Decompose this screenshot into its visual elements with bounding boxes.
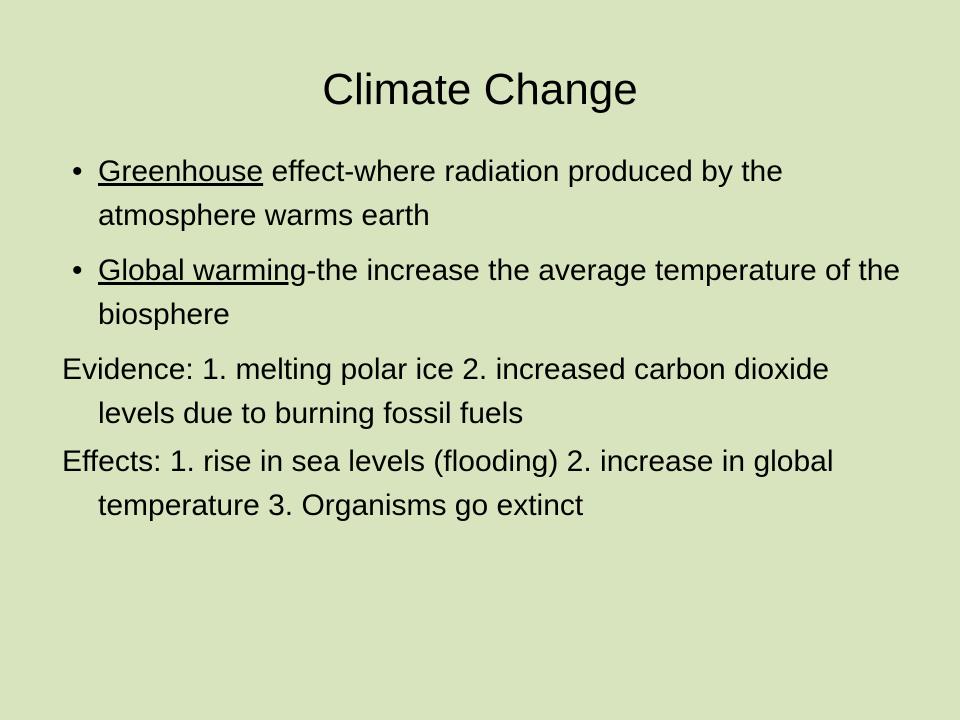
bullet-text: -the increase the average temperature of… (98, 254, 901, 331)
bullet-dot: • (72, 254, 83, 287)
bullet-dot: • (72, 155, 83, 188)
bullet-term: Global warming (98, 254, 307, 287)
bullet-item: • Global warming-the increase the average… (62, 249, 907, 337)
paragraph: Effects: 1. rise in sea levels (flooding… (62, 445, 834, 522)
bullet-term: Greenhouse (98, 155, 264, 188)
bullet-item: • Greenhouse effect-where radiation produ… (62, 150, 907, 238)
paragraph: Evidence: 1. melting polar ice 2. increa… (62, 353, 830, 430)
bullet-text: effect-where radiation produced by the a… (98, 155, 783, 232)
slide-body: • Greenhouse effect-where radiation produ… (62, 150, 907, 532)
slide-title: Climate Change (322, 65, 638, 114)
